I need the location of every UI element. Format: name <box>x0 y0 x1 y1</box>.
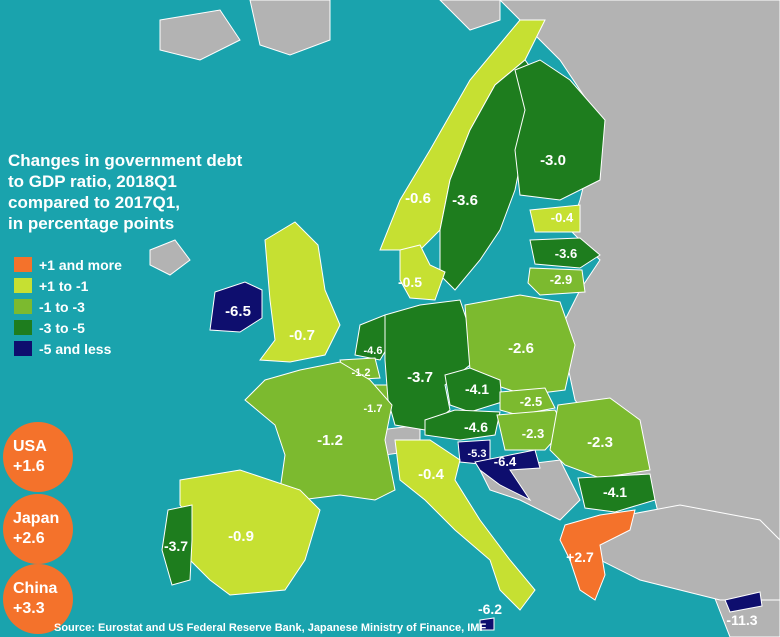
label-poland: -2.6 <box>508 340 534 357</box>
label-austria: -4.6 <box>464 419 488 435</box>
country-lithuania <box>527 267 586 296</box>
legend-label: -1 to -3 <box>39 298 85 315</box>
country-malta <box>479 617 495 631</box>
label-france: -1.2 <box>317 432 343 449</box>
callout-value: +3.3 <box>13 600 45 617</box>
non-member-land <box>149 0 780 637</box>
legend-swatch <box>14 320 32 335</box>
label-croatia: -6.4 <box>494 454 517 469</box>
map-title: Changes in government debt to GDP ratio,… <box>8 150 308 234</box>
country-latvia <box>529 237 601 269</box>
country-romania <box>549 397 651 479</box>
label-greece: +2.7 <box>566 549 594 565</box>
source-note: Source: Eurostat and US Federal Reserve … <box>54 622 487 634</box>
legend-item: -5 and less <box>14 338 122 359</box>
label-norway: -0.6 <box>405 190 431 207</box>
country-denmark <box>399 244 446 301</box>
callout-value: +1.6 <box>13 458 45 475</box>
label-portugal: -3.7 <box>164 538 188 554</box>
country-cyprus <box>724 591 763 613</box>
label-italy: -0.4 <box>418 466 445 483</box>
country-germany <box>384 299 471 431</box>
label-bulgaria: -4.1 <box>603 484 627 500</box>
title-line: in percentage points <box>8 214 175 233</box>
country-finland <box>514 59 606 201</box>
label-uk: -0.7 <box>289 327 315 344</box>
label-ireland: -6.5 <box>225 303 251 320</box>
legend-label: +1 and more <box>39 256 122 273</box>
callout-japan: Japan +2.6 <box>3 494 73 564</box>
title-line: compared to 2017Q1, <box>8 193 180 212</box>
label-germany: -3.7 <box>407 369 433 386</box>
country-ireland <box>209 281 263 333</box>
label-hungary: -2.3 <box>522 426 544 441</box>
country-greece <box>559 509 636 601</box>
label-denmark: -0.5 <box>398 274 422 290</box>
title-line: Changes in government debt <box>8 151 243 170</box>
label-luxembourg: -1.7 <box>364 403 383 415</box>
label-latvia: -3.6 <box>555 246 577 261</box>
country-austria <box>424 409 501 441</box>
legend-item: -3 to -5 <box>14 317 122 338</box>
label-spain: -0.9 <box>228 528 254 545</box>
callout-name: China <box>13 580 58 597</box>
legend-label: +1 to -1 <box>39 277 89 294</box>
country-bulgaria <box>577 473 656 513</box>
legend-item: -1 to -3 <box>14 296 122 317</box>
country-croatia <box>474 449 541 502</box>
country-uk <box>259 221 341 363</box>
label-malta: -6.2 <box>478 601 502 617</box>
label-estonia: -0.4 <box>551 210 574 225</box>
callout-china: China +3.3 <box>3 564 73 634</box>
legend-item: +1 to -1 <box>14 275 122 296</box>
legend: +1 and more +1 to -1 -1 to -3 -3 to -5 -… <box>14 254 122 359</box>
country-estonia <box>529 204 581 233</box>
label-slovakia: -2.5 <box>520 394 542 409</box>
label-sweden: -3.6 <box>452 192 478 209</box>
country-portugal <box>161 504 193 586</box>
label-romania: -2.3 <box>587 434 613 451</box>
label-belgium: -1.2 <box>352 367 371 379</box>
label-lithuania: -2.9 <box>550 272 572 287</box>
label-netherlands: -4.6 <box>364 345 383 357</box>
title-line: to GDP ratio, 2018Q1 <box>8 172 177 191</box>
legend-swatch <box>14 341 32 356</box>
callout-usa: USA +1.6 <box>3 422 73 492</box>
legend-swatch <box>14 257 32 272</box>
callout-value: +2.6 <box>13 530 45 547</box>
label-cyprus: -11.3 <box>726 612 757 628</box>
label-slovenia: -5.3 <box>468 448 487 460</box>
legend-label: -5 and less <box>39 340 112 357</box>
country-france <box>244 361 396 501</box>
legend-swatch <box>14 278 32 293</box>
label-finland: -3.0 <box>540 152 566 169</box>
legend-label: -3 to -5 <box>39 319 85 336</box>
country-italy <box>394 439 536 611</box>
country-value-labels: -6.5 -0.7 -3.7 -0.9 -1.2 -1.2 -4.6 -1.7 … <box>164 152 758 628</box>
legend-swatch <box>14 299 32 314</box>
callout-name: USA <box>13 438 47 455</box>
callout-name: Japan <box>13 510 60 527</box>
legend-item: +1 and more <box>14 254 122 275</box>
label-czechia: -4.1 <box>465 381 489 397</box>
